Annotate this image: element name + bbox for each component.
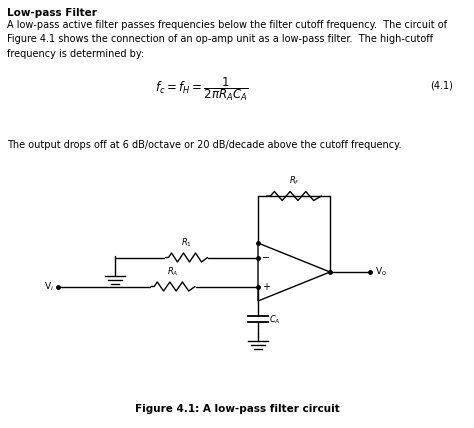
Text: V$_i$: V$_i$ [44,280,54,293]
Text: −: − [262,253,270,262]
Text: +: + [262,282,270,291]
Text: R$_A$: R$_A$ [167,265,179,277]
Text: The output drops off at 6 dB/octave or 20 dB/decade above the cutoff frequency.: The output drops off at 6 dB/octave or 2… [7,140,401,150]
Text: Figure 4.1: A low-pass filter circuit: Figure 4.1: A low-pass filter circuit [135,404,339,414]
Text: A low-pass active filter passes frequencies below the filter cutoff frequency.  : A low-pass active filter passes frequenc… [7,20,447,59]
Text: R$_f$: R$_f$ [289,175,300,187]
Text: $f_c = f_H = \dfrac{1}{2\pi R_A C_A}$: $f_c = f_H = \dfrac{1}{2\pi R_A C_A}$ [155,75,248,103]
Text: C$_A$: C$_A$ [269,313,281,326]
Text: V$_0$: V$_0$ [375,266,387,278]
Text: (4.1): (4.1) [430,80,453,90]
Text: Low-pass Filter: Low-pass Filter [7,8,97,18]
Text: R$_1$: R$_1$ [181,236,192,249]
